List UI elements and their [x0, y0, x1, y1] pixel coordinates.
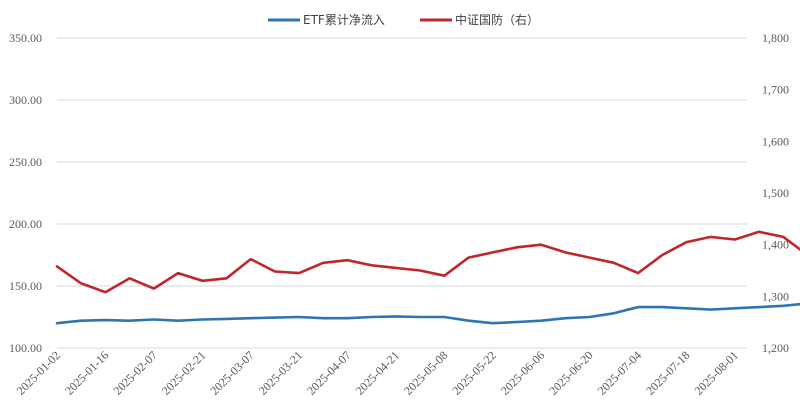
- left-axis-tick: 100.00: [9, 341, 42, 355]
- right-axis-tick-labels: 1,200 1,300 1,400 1,500 1,600 1,700 1,800: [762, 31, 789, 355]
- x-axis-tick: 2025-01-16: [62, 348, 111, 397]
- right-axis-tick: 1,500: [762, 186, 789, 200]
- series-line-1: [55, 230, 800, 294]
- x-axis-tick: 2025-07-04: [595, 348, 644, 397]
- legend-label-etf: ETF累计净流入: [303, 13, 385, 27]
- x-axis-tick: 2025-05-22: [449, 348, 498, 397]
- left-axis-tick: 150.00: [9, 279, 42, 293]
- x-axis-tick: 2025-06-20: [546, 348, 595, 397]
- x-axis-tick: 2025-04-07: [304, 348, 353, 397]
- left-axis-tick: 200.00: [9, 217, 42, 231]
- series-line-0: [55, 302, 800, 325]
- series-lines: [55, 230, 800, 325]
- x-axis-tick: 2025-02-21: [159, 348, 208, 397]
- x-axis-tick: 2025-08-01: [692, 348, 741, 397]
- right-axis-tick: 1,400: [762, 238, 789, 252]
- x-axis-tick: 2025-03-21: [256, 348, 305, 397]
- x-axis-tick: 2025-05-08: [401, 348, 450, 397]
- x-axis-tick: 2025-04-21: [353, 348, 402, 397]
- x-axis-tick-labels: 2025-01-022025-01-162025-02-072025-02-21…: [14, 348, 741, 397]
- x-axis-tick: 2025-02-07: [110, 348, 159, 397]
- x-axis-tick: 2025-03-07: [207, 348, 256, 397]
- left-axis-tick: 350.00: [9, 31, 42, 45]
- gridlines: [57, 37, 747, 349]
- legend: ETF累计净流入 中证国防（右）: [268, 12, 539, 27]
- x-axis-tick: 2025-06-06: [498, 348, 547, 397]
- x-axis-tick: 2025-07-18: [643, 348, 692, 397]
- right-axis-tick: 1,700: [762, 83, 789, 97]
- x-axis-tick: 2025-01-02: [14, 348, 63, 397]
- left-axis-tick: 300.00: [9, 93, 42, 107]
- legend-label-defense: 中证国防（右）: [455, 12, 539, 27]
- right-axis-tick: 1,600: [762, 134, 789, 148]
- right-axis-tick: 1,800: [762, 31, 789, 45]
- right-axis-tick: 1,300: [762, 289, 789, 303]
- right-axis-tick: 1,200: [762, 341, 789, 355]
- left-axis-tick-labels: 100.00 150.00 200.00 250.00 300.00 350.00: [9, 31, 42, 355]
- left-axis-tick: 250.00: [9, 155, 42, 169]
